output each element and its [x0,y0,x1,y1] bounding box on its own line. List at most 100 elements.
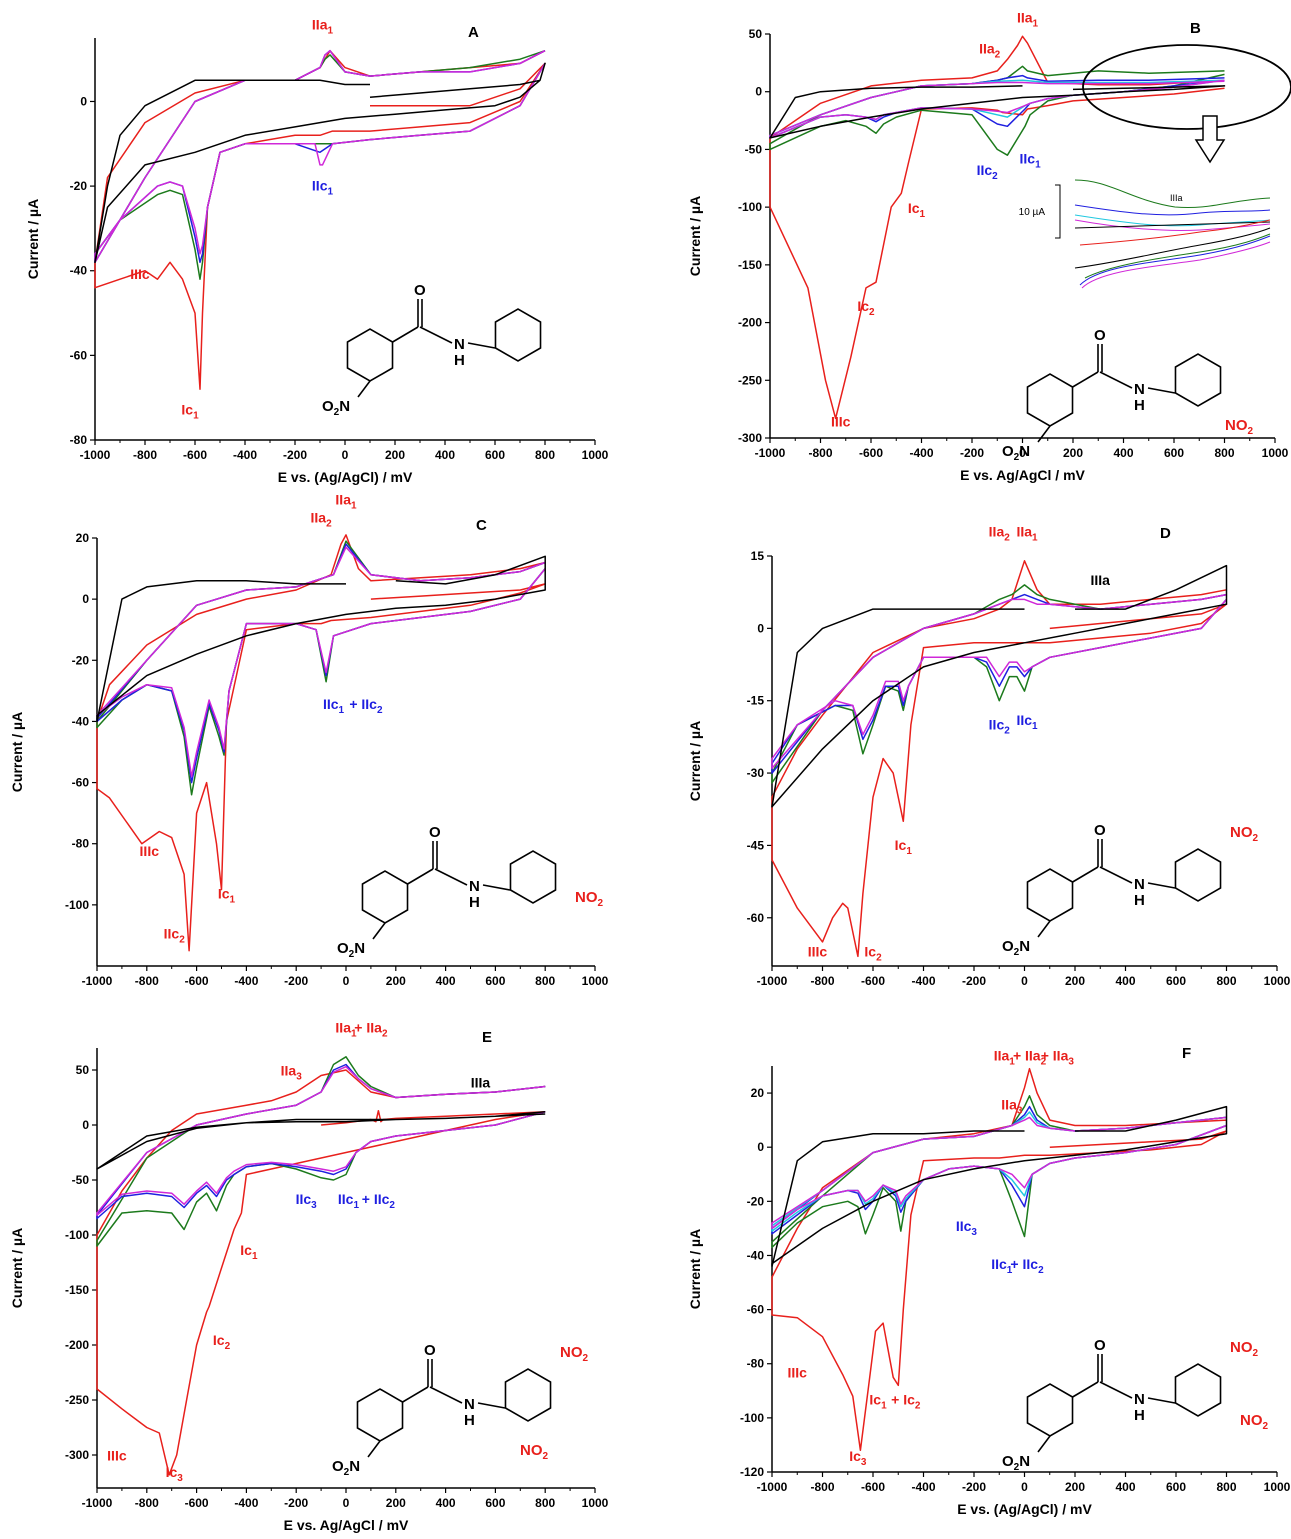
peak-label: IIc3 [956,1218,978,1238]
x-tick-label: 400 [435,448,455,462]
peak-label: IIc1 [1020,150,1042,170]
x-tick-label: 200 [386,1496,406,1510]
cv-curve-blue [94,49,546,264]
hydrogen-label: H [454,352,465,369]
peak-label: IIc2 [989,717,1011,737]
panel-label: E [482,1029,492,1046]
panel-label: B [1190,20,1201,37]
x-tick-label: -800 [135,1496,159,1510]
oxygen-label: O [1094,822,1106,839]
substituent-nitro-label: NO2 [1225,417,1254,437]
y-tick-label: -100 [738,200,762,214]
y-axis-label: Current / µA [687,1229,703,1309]
cv-curve-green [769,65,1225,156]
x-tick-label: -400 [234,974,258,988]
benzene-ring [1026,1383,1074,1437]
x-tick-label: 0 [1019,446,1026,460]
x-tick-label: -600 [859,446,883,460]
hydrogen-label: H [1134,1407,1145,1424]
peak-label: Ic1 [869,1391,887,1411]
bond [467,342,496,349]
bond [1099,1381,1133,1399]
y-tick-label: -50 [745,142,763,156]
benzene-ring [1174,848,1222,902]
y-tick-label: -150 [65,1283,89,1297]
peak-label: IIa2 [989,524,1011,544]
peak-label: IIIc [831,413,851,429]
x-tick-label: 600 [1166,974,1186,988]
peak-label: IIa1 [335,491,357,511]
x-tick-label: -800 [810,974,834,988]
peak-label-extra: + IIc2 [349,696,383,716]
y-tick-label: -20 [747,1194,765,1208]
peak-label-extra: + IIa2 [354,1020,388,1040]
oxygen-label: O [1094,1337,1106,1354]
y-tick-label: -40 [70,264,88,278]
peak-label: IIIa [1091,572,1111,588]
peak-label: IIa3 [1001,1096,1023,1116]
x-axis-label: E vs. (Ag/AgCl) / mV [278,469,413,485]
oxygen-label: O [414,282,426,299]
inset-curve-blue-lower [1079,235,1271,286]
bond [1037,920,1051,938]
x-tick-label: -1000 [82,974,113,988]
peak-label: Ic1 [181,402,199,422]
nitrogen-label: N [454,336,465,353]
peak-label: IIc2 [977,162,999,182]
x-tick-label: 800 [535,974,555,988]
y-tick-label: 0 [757,621,764,635]
y-tick-label: 0 [82,592,89,606]
oxygen-label: O [1094,327,1106,344]
y-tick-label: -20 [70,179,88,193]
cv-curve-red [771,560,1228,958]
x-tick-label: 600 [485,974,505,988]
y-tick-label: 50 [76,1063,90,1077]
bond [434,868,468,886]
benzene-ring [509,850,557,904]
x-tick-label: -200 [284,974,308,988]
inset-scale-label: 10 µA [1019,207,1046,218]
cv-curve-red [771,1067,1228,1452]
x-tick-label: 400 [1115,1480,1135,1494]
peak-label: IIc2 [164,925,186,945]
x-tick-label: 200 [1065,1480,1085,1494]
nitrogen-label: N [469,878,480,895]
x-tick-label: 800 [535,1496,555,1510]
y-axis-label: Current / µA [9,1228,25,1308]
benzene-ring [494,308,542,362]
benzene-ring [356,1388,404,1442]
cv-curve-magenta [771,1116,1227,1230]
y-tick-label: -45 [747,838,765,852]
cv-curve-magenta [96,546,546,778]
x-tick-label: 200 [1065,974,1085,988]
peak-label: IIIa [471,1075,491,1091]
y-tick-label: -250 [65,1393,89,1407]
cv-curve-red [96,534,546,952]
x-tick-label: 400 [1115,974,1135,988]
nitrogen-label: N [464,1396,475,1413]
x-tick-label: 1000 [1262,446,1289,460]
peak-label: Ic3 [166,1464,184,1484]
peak-label: IIa1 [1017,9,1039,29]
x-tick-label: -1000 [757,1480,788,1494]
x-tick-label: 0 [1021,1480,1028,1494]
substituent-nitro-label: NO2 [1230,1339,1259,1359]
inset-highlight-ellipse [1082,44,1291,130]
x-tick-label: 600 [1166,1480,1186,1494]
cv-curve-black [96,1111,546,1170]
cv-curve-black [96,555,546,723]
oxygen-label: O [429,824,441,841]
hydrogen-label: H [469,894,480,911]
peak-label: Ic3 [849,1448,867,1468]
y-tick-label: -200 [65,1338,89,1352]
peak-label: Ic1 [218,886,236,906]
y-tick-label: -60 [70,348,88,362]
nitro-label: O2N [1002,1453,1030,1473]
panel-D: -1000 -800 -600 -400 -200 0 200 400 600 800 1000-6… [687,524,1291,988]
inset-curve-black [1074,221,1271,229]
x-tick-label: -600 [185,1496,209,1510]
y-tick-label: -60 [72,776,90,790]
bond [1147,1397,1176,1404]
peak-label: IIc1 [338,1191,360,1211]
y-tick-label: -300 [65,1448,89,1462]
